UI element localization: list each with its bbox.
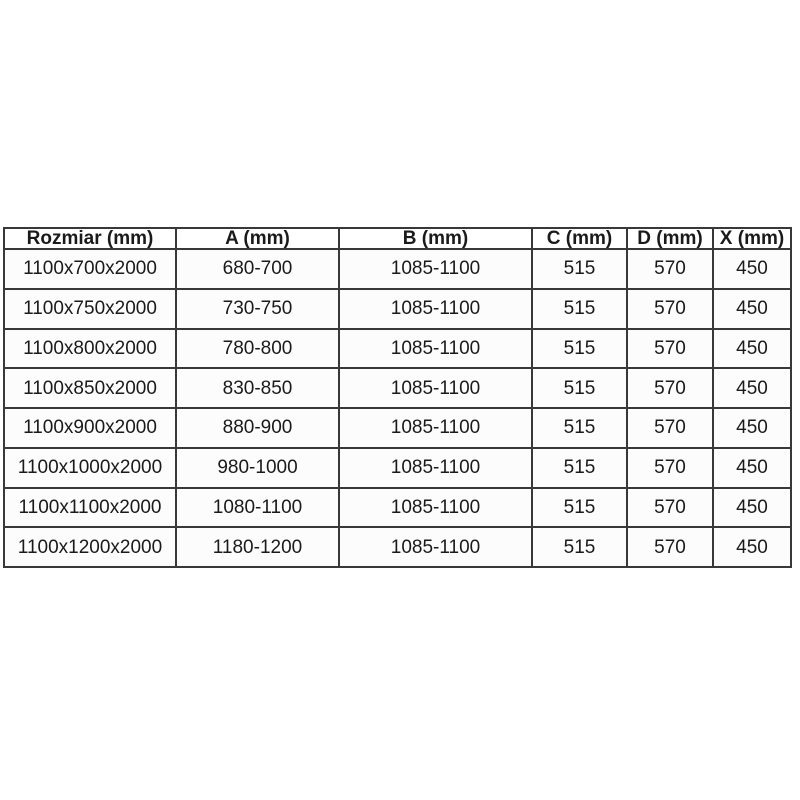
table-cell: 570: [626, 327, 714, 370]
table-cell: 515: [531, 248, 628, 290]
table-cell: 1100x750x2000: [3, 287, 177, 330]
table-cell: 450: [712, 446, 792, 489]
table-cell: 570: [626, 526, 714, 568]
column-header-d: D (mm): [626, 227, 714, 250]
table-cell: 515: [531, 327, 628, 370]
table-cell: 450: [712, 486, 792, 529]
table-cell: 880-900: [175, 407, 340, 449]
table-cell: 1100x1000x2000: [3, 446, 177, 489]
table-cell: 570: [626, 407, 714, 449]
table-cell: 450: [712, 327, 792, 370]
table-cell: 780-800: [175, 327, 340, 370]
table-cell: 570: [626, 287, 714, 330]
table-cell: 680-700: [175, 248, 340, 290]
table-cell: 515: [531, 367, 628, 409]
table-cell: 1085-1100: [338, 367, 533, 409]
table-cell: 570: [626, 486, 714, 529]
table-cell: 1100x850x2000: [3, 367, 177, 409]
table-row: 1100x1100x2000 1080-1100 1085-1100 515 570 45…: [3, 486, 792, 529]
table-row: 1100x750x2000 730-750 1085-1100 515 570 450: [3, 287, 792, 330]
table-cell: 1085-1100: [338, 248, 533, 290]
table-cell: 515: [531, 486, 628, 529]
table-cell: 515: [531, 407, 628, 449]
table-row: 1100x900x2000 880-900 1085-1100 515 570 450: [3, 407, 792, 449]
table-cell: 1085-1100: [338, 446, 533, 489]
table-body: 1100x700x2000 680-700 1085-1100 515 570 450 11…: [3, 248, 792, 568]
table-cell: 1100x800x2000: [3, 327, 177, 370]
table-header: Rozmiar (mm) A (mm) B (mm) C (mm) D (mm)…: [3, 227, 792, 250]
table-cell: 515: [531, 526, 628, 568]
column-header-c: C (mm): [531, 227, 628, 250]
table-cell: 450: [712, 287, 792, 330]
table-cell: 1100x1200x2000: [3, 526, 177, 568]
table-cell: 450: [712, 367, 792, 409]
column-header-x: X (mm): [712, 227, 792, 250]
table-cell: 1180-1200: [175, 526, 340, 568]
table-cell: 1100x900x2000: [3, 407, 177, 449]
table-cell: 1100x1100x2000: [3, 486, 177, 529]
table-cell: 730-750: [175, 287, 340, 330]
dimensions-table: Rozmiar (mm) A (mm) B (mm) C (mm) D (mm)…: [3, 227, 792, 568]
table-row: 1100x700x2000 680-700 1085-1100 515 570 450: [3, 248, 792, 290]
table-cell: 1085-1100: [338, 407, 533, 449]
table-cell: 1085-1100: [338, 486, 533, 529]
table-cell: 1085-1100: [338, 526, 533, 568]
column-header-rozmiar: Rozmiar (mm): [3, 227, 177, 250]
table-cell: 1100x700x2000: [3, 248, 177, 290]
header-row: Rozmiar (mm) A (mm) B (mm) C (mm) D (mm)…: [3, 227, 792, 250]
table-row: 1100x800x2000 780-800 1085-1100 515 570 450: [3, 327, 792, 370]
table-cell: 570: [626, 446, 714, 489]
column-header-a: A (mm): [175, 227, 340, 250]
table-cell: 450: [712, 407, 792, 449]
table-cell: 830-850: [175, 367, 340, 409]
table-cell: 1080-1100: [175, 486, 340, 529]
column-header-b: B (mm): [338, 227, 533, 250]
table-row: 1100x1000x2000 980-1000 1085-1100 515 570 450: [3, 446, 792, 489]
table-cell: 1085-1100: [338, 327, 533, 370]
table-cell: 450: [712, 248, 792, 290]
table-cell: 980-1000: [175, 446, 340, 489]
table-row: 1100x850x2000 830-850 1085-1100 515 570 450: [3, 367, 792, 409]
table-cell: 515: [531, 446, 628, 489]
table-cell: 450: [712, 526, 792, 568]
table-cell: 570: [626, 367, 714, 409]
table-cell: 1085-1100: [338, 287, 533, 330]
table-cell: 570: [626, 248, 714, 290]
table-cell: 515: [531, 287, 628, 330]
table-row: 1100x1200x2000 1180-1200 1085-1100 515 570 45…: [3, 526, 792, 568]
